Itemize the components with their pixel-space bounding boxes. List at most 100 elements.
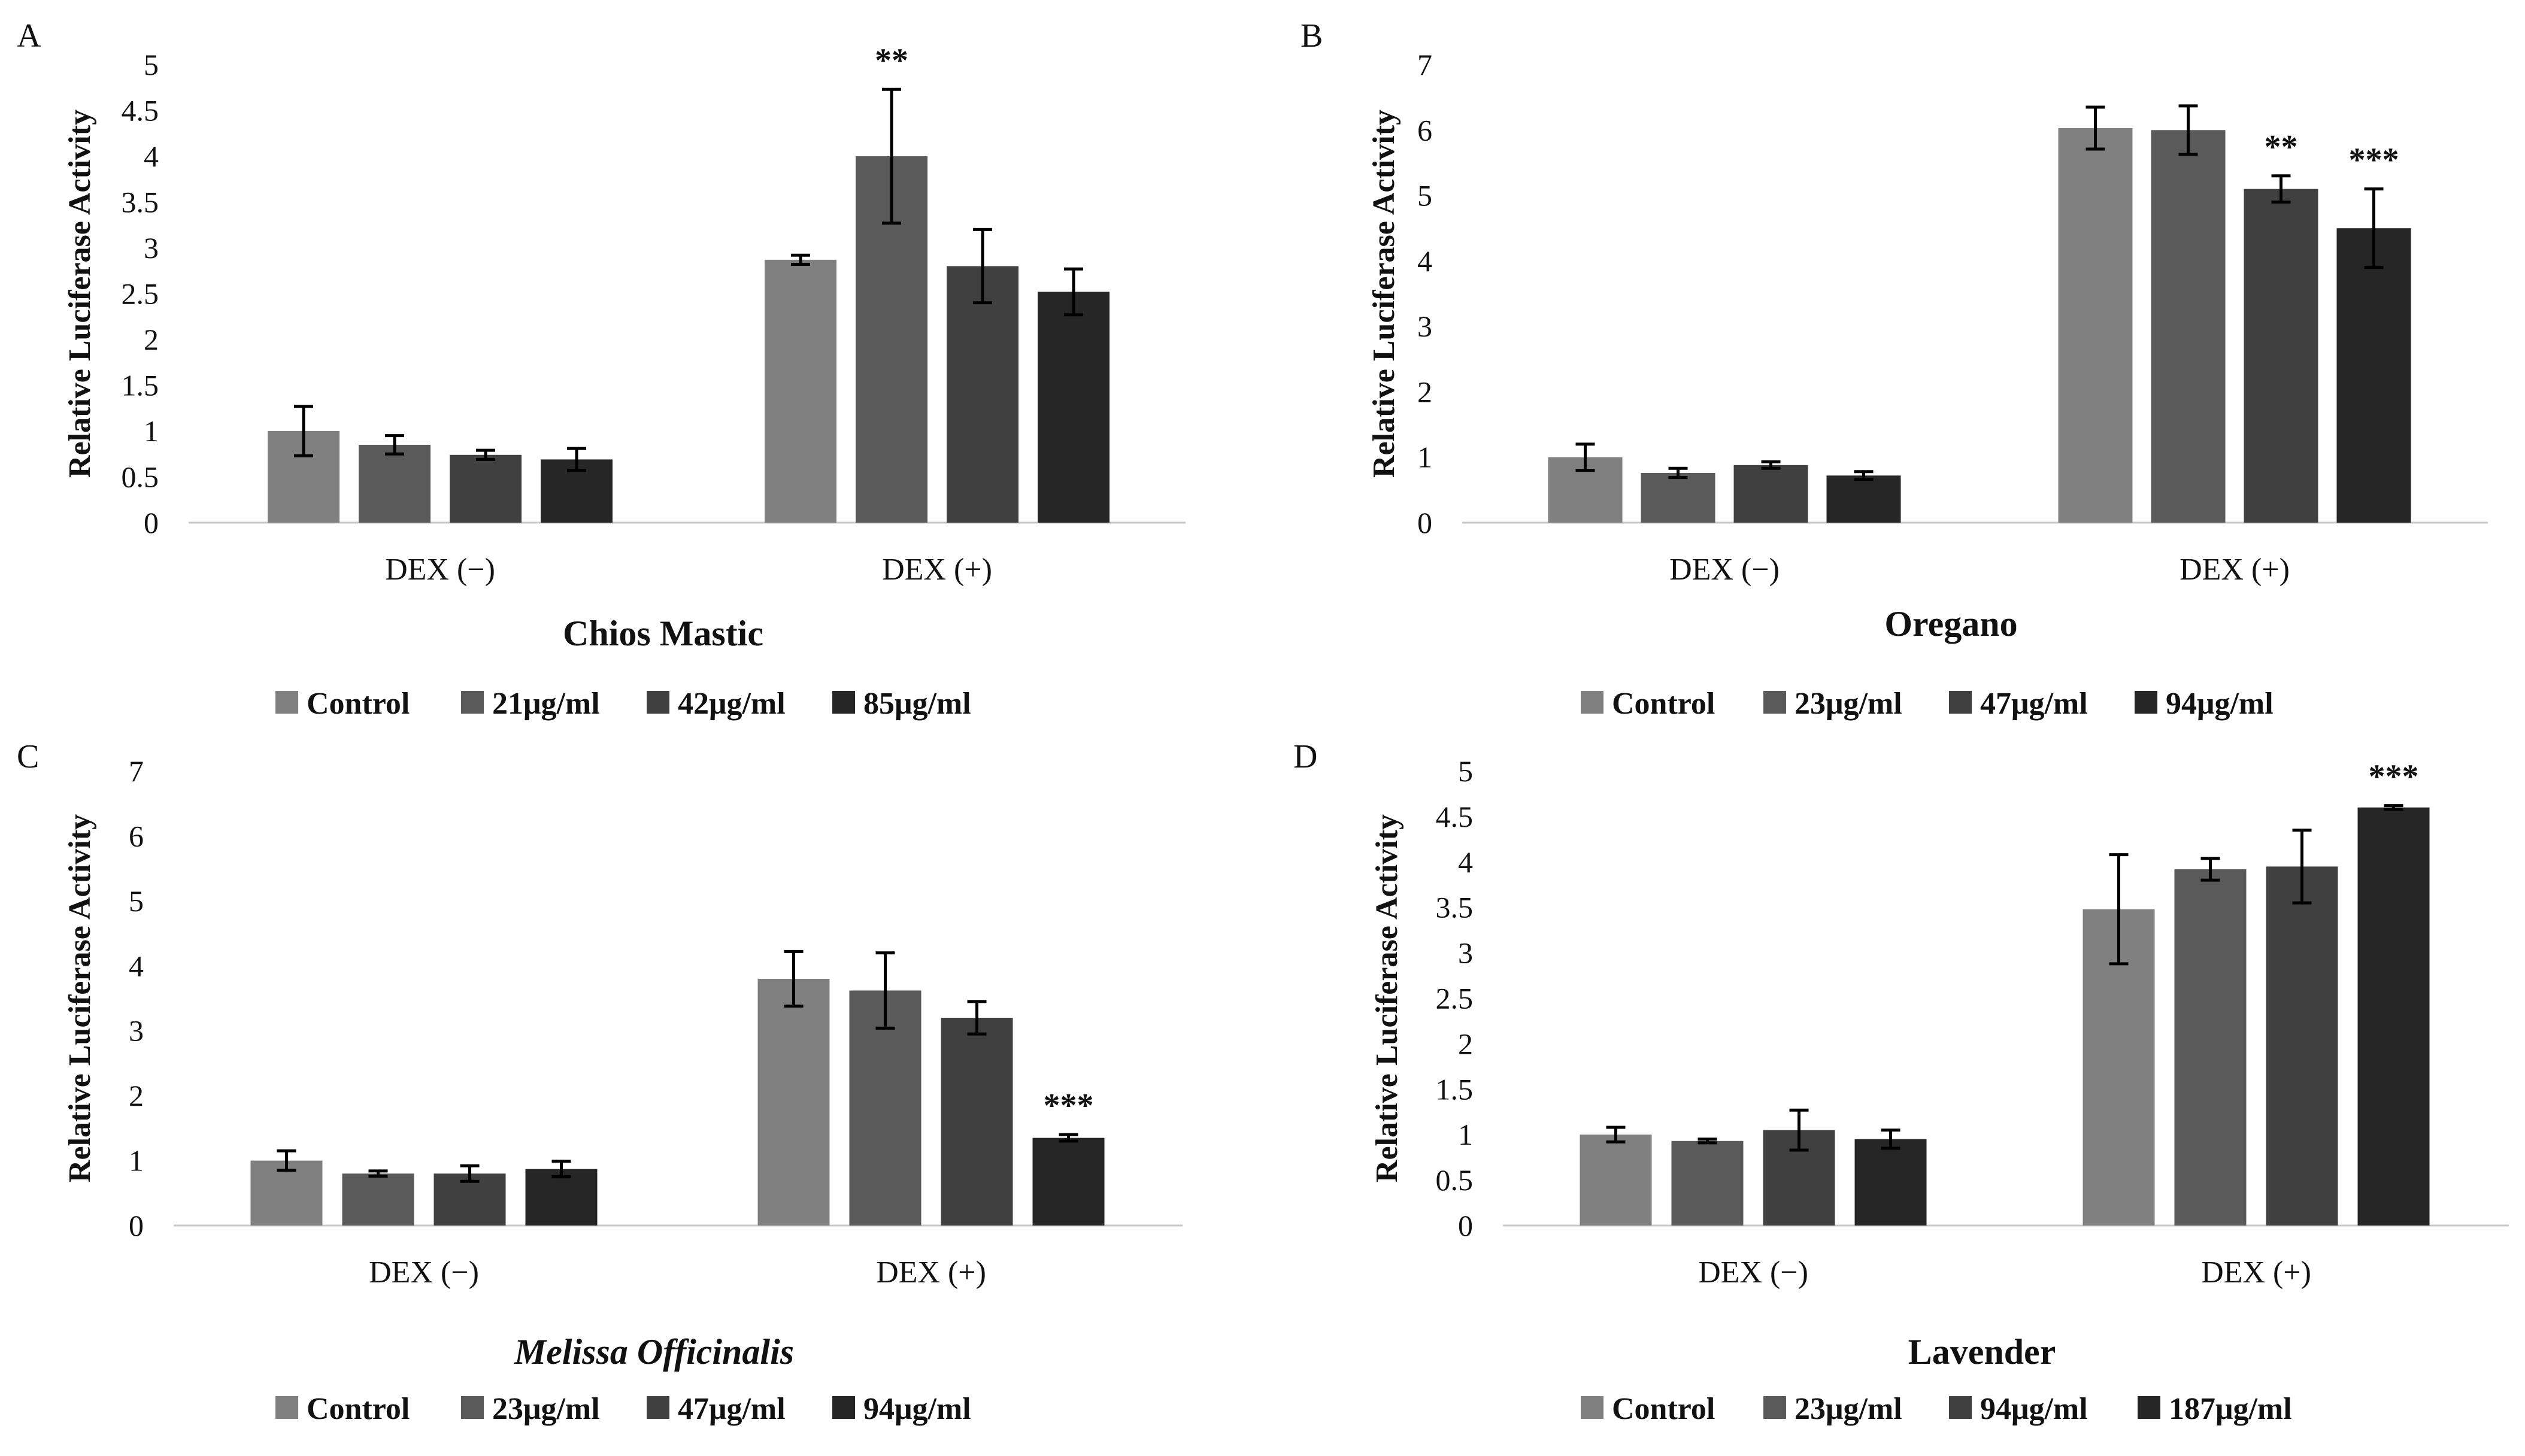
y-tick-label: 0 <box>1417 506 1432 539</box>
bar-dex-minus-series-1 <box>1671 1140 1744 1226</box>
legend-swatch <box>1581 1396 1603 1419</box>
y-tick-label: 2.5 <box>1436 982 1474 1015</box>
x-category-label: DEX (−) <box>1669 553 1780 587</box>
significance-stars: ** <box>2265 129 2298 166</box>
bar-dex-plus-series-3 <box>1032 1138 1105 1226</box>
legend-swatch <box>1949 1396 1972 1419</box>
legend-swatch <box>832 691 855 714</box>
x-category-label: DEX (−) <box>369 1255 479 1290</box>
legend-label: 85μg/ml <box>863 687 971 721</box>
y-tick-label: 3.5 <box>122 186 159 219</box>
y-tick-label: 1 <box>129 1144 144 1178</box>
chart-panel-d: D 0 0.5 1 1.5 2 2.5 3 3.5 4 4.5 5 Relative Luciferas… <box>1293 738 2509 1426</box>
legend: Control 21μg/ml 42μg/ml 85μg/ml <box>275 687 971 721</box>
legend: Control 23μg/ml 47μg/ml 94μg/ml <box>1581 687 2274 721</box>
significance-stars: *** <box>2369 759 2419 796</box>
legend-swatch <box>275 691 298 714</box>
legend-swatch <box>1763 1396 1786 1419</box>
bar-dex-plus-series-3 <box>1038 292 1110 523</box>
significance-stars: *** <box>2349 142 2399 179</box>
y-tick-label: 0 <box>144 506 159 539</box>
bar-dex-minus-series-2 <box>450 454 522 523</box>
legend-swatch <box>275 1396 298 1419</box>
chart-title: Melissa Officinalis <box>514 1332 794 1372</box>
panel-letter: C <box>17 738 39 775</box>
legend-label: Control <box>307 1392 410 1426</box>
legend-label: 94μg/ml <box>863 1392 971 1426</box>
bar-dex-plus-series-2 <box>2266 866 2338 1226</box>
bar-dex-plus-series-3 <box>2336 228 2411 523</box>
legend: Control 23μg/ml 47μg/ml 94μg/ml <box>275 1392 971 1426</box>
x-category-label: DEX (−) <box>1698 1255 1808 1290</box>
y-tick-label: 7 <box>129 754 144 788</box>
bar-dex-minus-series-1 <box>359 444 431 523</box>
x-category-label: DEX (+) <box>876 1255 986 1290</box>
y-tick-label: 4 <box>144 139 159 173</box>
significance-stars: ** <box>875 42 908 79</box>
legend-label: 47μg/ml <box>1980 687 2088 721</box>
legend-label: Control <box>307 687 410 721</box>
y-tick-label: 1 <box>1458 1118 1473 1151</box>
y-tick-label: 0 <box>129 1209 144 1242</box>
y-tick-label: 3 <box>1458 936 1473 970</box>
legend-label: 23μg/ml <box>1795 687 1902 721</box>
bar-dex-plus-series-2 <box>941 1018 1013 1226</box>
y-tick-label: 4 <box>1417 244 1432 278</box>
bar-dex-minus-series-3 <box>1854 1139 1927 1226</box>
bar-dex-minus-series-2 <box>1733 465 1808 523</box>
legend-swatch <box>832 1396 855 1419</box>
chart-panel-a: A 0 0.5 1 1.5 2 2.5 3 3.5 4 4.5 5 Relative Luciferas… <box>17 17 1186 721</box>
y-axis-label: Relative Luciferase Activity <box>63 110 97 478</box>
legend-swatch <box>2135 691 2157 714</box>
y-tick-label: 2 <box>129 1079 144 1112</box>
bar-dex-minus-series-1 <box>342 1173 414 1226</box>
legend: Control 23μg/ml 94μg/ml 187μg/ml <box>1581 1392 2292 1426</box>
panel-letter: B <box>1301 17 1323 54</box>
y-tick-label: 2 <box>1417 375 1432 408</box>
y-tick-label: 0.5 <box>1436 1163 1474 1197</box>
y-tick-label: 6 <box>129 819 144 853</box>
bar-dex-plus-series-0 <box>2058 128 2133 523</box>
y-axis-label: Relative Luciferase Activity <box>63 814 97 1182</box>
bar-dex-plus-series-1 <box>849 990 922 1226</box>
significance-stars: *** <box>1044 1087 1094 1124</box>
y-tick-label: 3 <box>144 231 159 265</box>
y-tick-label: 1 <box>1417 441 1432 474</box>
legend-label: Control <box>1612 687 1715 721</box>
y-axis-label: Relative Luciferase Activity <box>1370 814 1404 1182</box>
legend-swatch <box>1763 691 1786 714</box>
chart-panel-b: B 0 1 2 3 4 5 6 7 Relative Luciferase Activity DEX… <box>1301 17 2488 721</box>
y-tick-label: 1.5 <box>122 369 159 402</box>
y-tick-label: 3.5 <box>1436 891 1474 924</box>
y-tick-label: 5 <box>1417 179 1432 213</box>
y-tick-label: 1.5 <box>1436 1072 1474 1106</box>
y-tick-label: 4 <box>1458 845 1473 879</box>
y-tick-label: 2 <box>1458 1027 1473 1060</box>
legend-label: 23μg/ml <box>1795 1392 1902 1426</box>
legend-label: 94μg/ml <box>1980 1392 2088 1426</box>
y-axis-label: Relative Luciferase Activity <box>1367 110 1401 478</box>
x-category-label: DEX (−) <box>385 553 495 587</box>
bar-dex-minus-series-3 <box>525 1169 598 1226</box>
legend-swatch <box>2138 1396 2160 1419</box>
legend-swatch <box>647 691 669 714</box>
y-tick-label: 4.5 <box>122 94 159 128</box>
legend-swatch <box>461 691 484 714</box>
legend-swatch <box>1581 691 1603 714</box>
bar-dex-plus-series-2 <box>947 266 1019 523</box>
legend-label: 21μg/ml <box>492 687 600 721</box>
legend-label: 187μg/ml <box>2169 1392 2292 1426</box>
chart-panel-c: C 0 1 2 3 4 5 6 7 Relative Luciferase Activity DEX… <box>17 738 1183 1426</box>
legend-label: 94μg/ml <box>2166 687 2274 721</box>
y-tick-label: 4 <box>129 949 144 982</box>
y-tick-label: 2 <box>144 323 159 356</box>
bar-dex-plus-series-3 <box>2357 807 2430 1226</box>
y-tick-label: 5 <box>144 48 159 81</box>
bar-dex-plus-series-0 <box>765 259 836 523</box>
legend-swatch <box>647 1396 669 1419</box>
panel-letter: A <box>17 17 41 54</box>
legend-swatch <box>1949 691 1972 714</box>
y-tick-label: 7 <box>1417 48 1432 81</box>
x-category-label: DEX (+) <box>2201 1255 2311 1290</box>
